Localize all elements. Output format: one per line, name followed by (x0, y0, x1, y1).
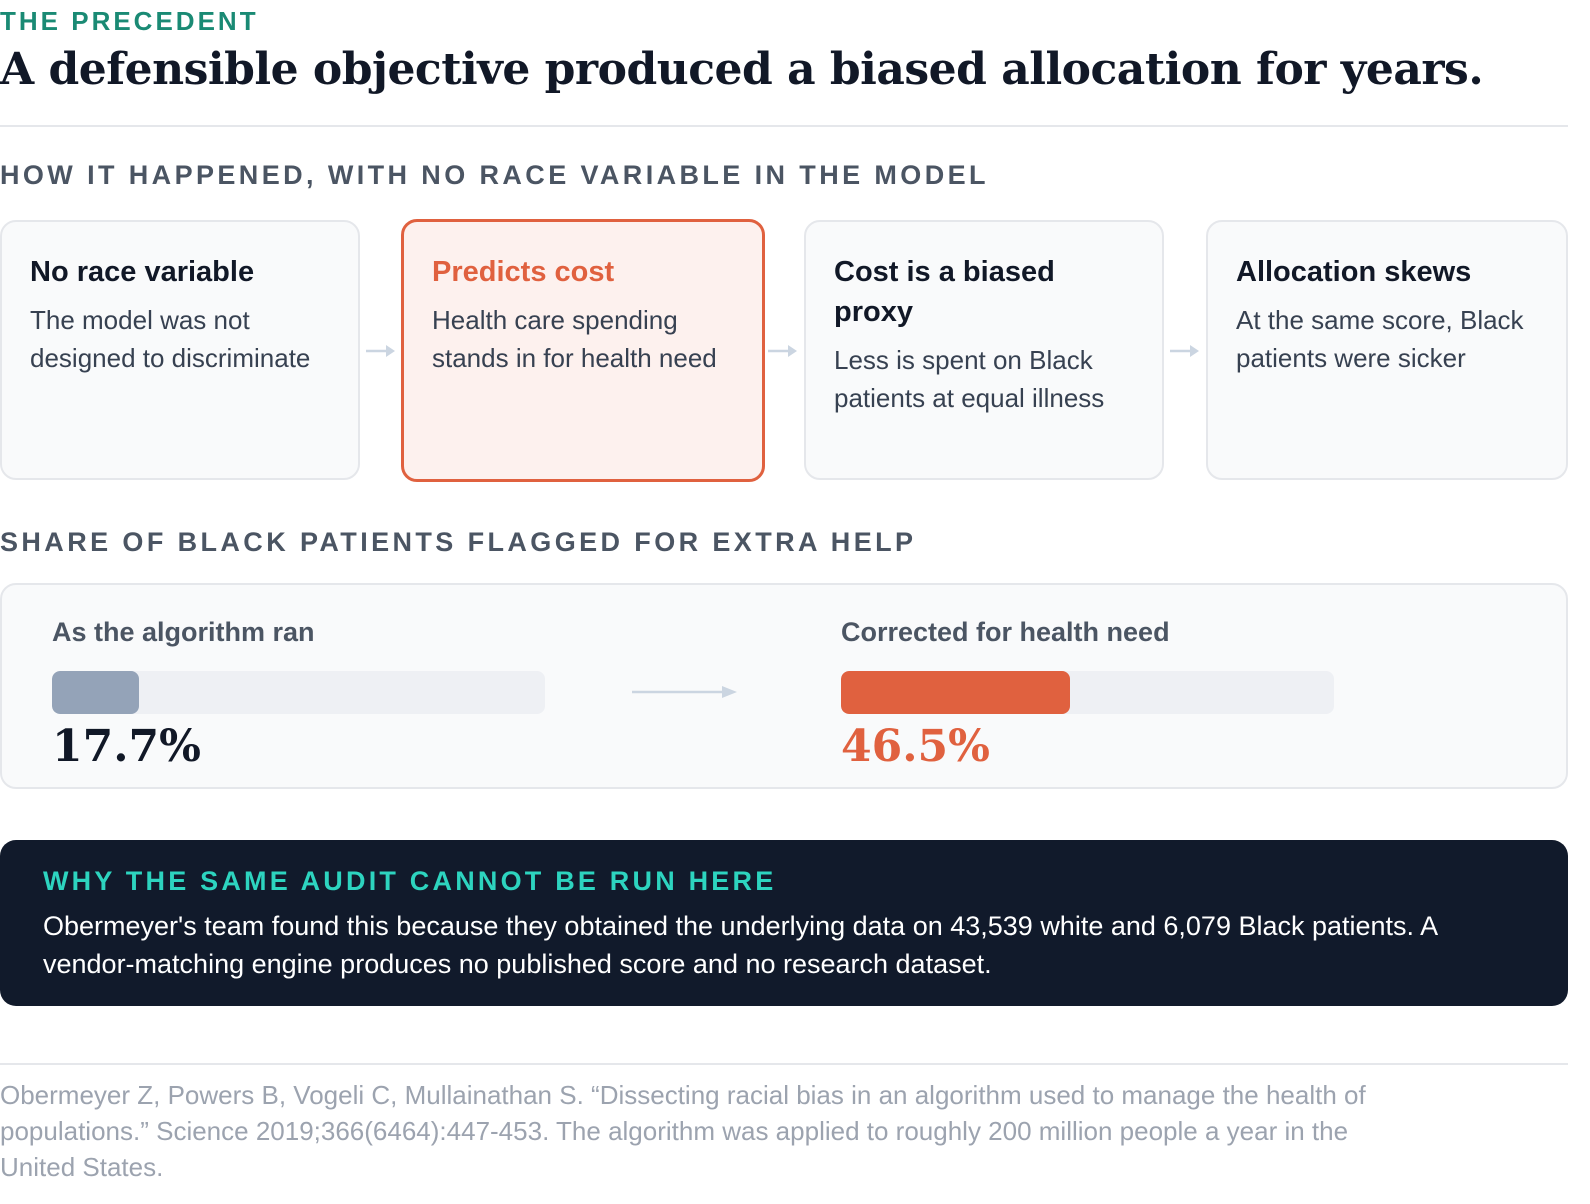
before-bar-fill (52, 671, 140, 714)
after-bar-label: Corrected for health need (841, 617, 1170, 647)
step-body: Health care spending stands in for healt… (432, 305, 717, 373)
callout-body: Obermeyer's team found this because they… (43, 911, 1437, 979)
arrow-right-icon (1170, 345, 1199, 357)
before-bar-value: 17.7% (52, 721, 201, 772)
page-title: A defensible objective produced a biased… (0, 44, 1484, 95)
step-card-no-race-variable: No race variable The model was not desig… (0, 220, 360, 480)
after-bar-value: 46.5% (841, 721, 990, 772)
step-card-predicts-cost: Predicts cost Health care spending stand… (401, 219, 765, 482)
step-card-cost-biased-proxy: Cost is a biased proxy Less is spent on … (804, 220, 1164, 480)
step-card-allocation-skews: Allocation skews At the same score, Blac… (1206, 220, 1568, 480)
before-bar-track (52, 671, 545, 714)
step-body: Less is spent on Black patients at equal… (834, 345, 1105, 413)
comparison-section-label: SHARE OF BLACK PATIENTS FLAGGED FOR EXTR… (0, 527, 917, 557)
step-title: Predicts cost (432, 256, 615, 288)
step-body: At the same score, Black patients were s… (1236, 305, 1524, 373)
after-bar-fill (841, 671, 1071, 714)
arrow-right-icon (366, 345, 395, 357)
divider (0, 125, 1568, 127)
arrow-right-icon (632, 686, 737, 698)
step-title: Allocation skews (1236, 256, 1472, 288)
after-bar-track (841, 671, 1334, 714)
before-bar-label: As the algorithm ran (52, 617, 315, 647)
step-title: No race variable (30, 256, 255, 288)
step-body: The model was not designed to discrimina… (30, 305, 311, 373)
citation: Obermeyer Z, Powers B, Vogeli C, Mullain… (0, 1080, 1366, 1182)
arrow-right-icon (768, 345, 797, 357)
callout-title: WHY THE SAME AUDIT CANNOT BE RUN HERE (43, 866, 777, 896)
audit-callout: WHY THE SAME AUDIT CANNOT BE RUN HERE Ob… (0, 840, 1568, 1006)
comparison-panel: As the algorithm ran 17.7% Corrected for… (0, 583, 1568, 789)
divider (0, 1063, 1568, 1065)
step-title: Cost is a biased proxy (834, 256, 1055, 328)
eyebrow-label: THE PRECEDENT (0, 6, 259, 36)
mechanism-section-label: HOW IT HAPPENED, WITH NO RACE VARIABLE I… (0, 160, 989, 190)
